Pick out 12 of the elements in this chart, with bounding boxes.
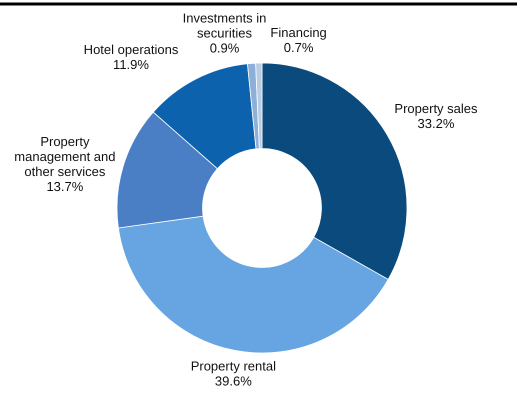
data-label: 33.2% [418,116,455,131]
slice-label: Financing [270,25,327,40]
data-label: 13.7% [46,178,84,194]
data-label: 0.9% [210,40,240,56]
slice-label: Property management and other services [14,134,116,179]
data-label: 0.7% [284,40,314,56]
slice-label: Investments in securities [182,10,266,40]
slice-label: Property rental [190,358,276,374]
slice-label: Property sales [394,100,478,116]
data-label: 39.6% [214,373,252,388]
slice-label: Hotel operations [84,42,179,57]
data-label: 11.9% [113,56,150,72]
